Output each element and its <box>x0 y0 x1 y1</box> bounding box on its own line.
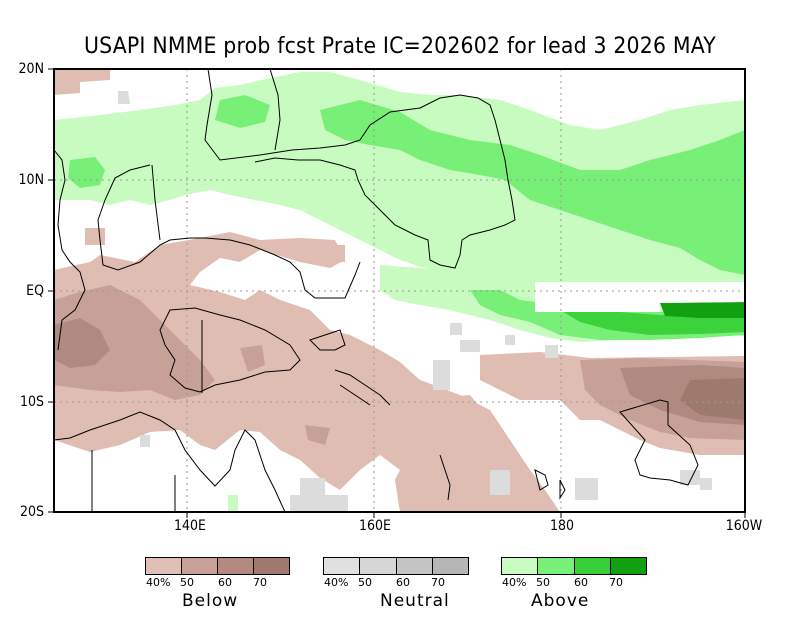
legend-above-tick-50: 50 <box>536 576 550 589</box>
lat-label-10n: 10N <box>18 172 44 188</box>
lon-label-160e: 160E <box>358 518 392 534</box>
legend-above-tick-60: 60 <box>574 576 588 589</box>
eez-boundary-samoa <box>619 399 699 486</box>
legend-below-swatch-40 <box>146 558 182 574</box>
eez-boundary-north <box>204 68 516 269</box>
legend-above-swatch-40 <box>502 558 539 574</box>
lon-label-160w: 160W <box>725 518 763 534</box>
legend-above-swatch-70 <box>610 558 646 574</box>
legend-neutral-swatch-40 <box>324 558 361 574</box>
legend-neutral-tick-60: 60 <box>396 576 410 589</box>
legend-above: 40% 50 60 70 Above <box>501 557 647 611</box>
above-region-north <box>54 72 745 310</box>
legend-above-tick-40: 40% <box>502 576 527 589</box>
coast-west-islands <box>53 149 86 351</box>
below-region-top-left <box>54 69 110 95</box>
below-region-solomons <box>240 345 330 445</box>
white-band <box>535 282 745 312</box>
chart-title: USAPI NMME prob fcst Prate IC=202602 for… <box>84 34 716 59</box>
legend-below: 40% 50 60 70 Below <box>145 557 290 611</box>
legend-below-swatch-70 <box>254 558 289 574</box>
legend-neutral: 40% 50 60 70 Neutral <box>323 557 469 611</box>
below-region-png-2 <box>54 285 215 400</box>
legend-neutral-colorbar <box>323 557 469 575</box>
legend-above-swatch-60 <box>574 558 611 574</box>
coast-fiji <box>534 469 566 500</box>
legend-above-label: Above <box>531 591 590 611</box>
below-region-png-3 <box>54 318 110 368</box>
legend-below-tick-40: 40% <box>146 576 171 589</box>
above-region-equator-4 <box>660 302 745 318</box>
legend-neutral-swatch-60 <box>396 558 433 574</box>
legend-below-tick-70: 70 <box>253 576 267 589</box>
below-region-south-central <box>395 395 490 512</box>
lat-label-eq: EQ <box>26 283 44 299</box>
coast-solomons <box>334 369 391 406</box>
coastlines <box>53 68 699 513</box>
lat-label-10s: 10S <box>19 394 44 410</box>
eez-boundary-palau-2 <box>151 164 161 241</box>
eez-boundary-east-fsm <box>269 68 281 151</box>
lat-label-20n: 20N <box>18 61 44 77</box>
legend-neutral-label: Neutral <box>380 591 450 611</box>
above-region-north-2 <box>68 95 745 275</box>
eez-boundary-palau <box>97 164 361 299</box>
legend-below-swatch-50 <box>182 558 218 574</box>
legend-below-tick-60: 60 <box>218 576 232 589</box>
coast-australia <box>53 411 286 513</box>
legend-above-tick-70: 70 <box>609 576 623 589</box>
coast-png <box>159 307 301 393</box>
coast-new-britain <box>309 329 346 351</box>
grid-lines <box>54 69 745 512</box>
legend-neutral-tick-50: 50 <box>358 576 372 589</box>
lon-label-140e: 140E <box>173 518 207 534</box>
lon-label-180: 180 <box>549 518 575 534</box>
legend-below-label: Below <box>182 591 239 611</box>
axis-ticks <box>48 68 746 518</box>
legend-above-colorbar <box>501 557 647 575</box>
above-patch-small <box>228 495 238 512</box>
legend-neutral-tick-70: 70 <box>431 576 445 589</box>
legend-below-colorbar <box>145 557 290 575</box>
legend-above-swatch-50 <box>538 558 575 574</box>
below-region-east-4 <box>680 378 745 420</box>
probability-shading <box>54 69 745 512</box>
legend-neutral-swatch-70 <box>432 558 468 574</box>
coast-vanuatu <box>439 454 451 501</box>
legend-neutral-swatch-50 <box>360 558 397 574</box>
legend-below-swatch-60 <box>218 558 254 574</box>
lat-label-20s: 20S <box>19 504 44 520</box>
legend-neutral-tick-40: 40% <box>324 576 349 589</box>
legend-below-tick-50: 50 <box>180 576 194 589</box>
